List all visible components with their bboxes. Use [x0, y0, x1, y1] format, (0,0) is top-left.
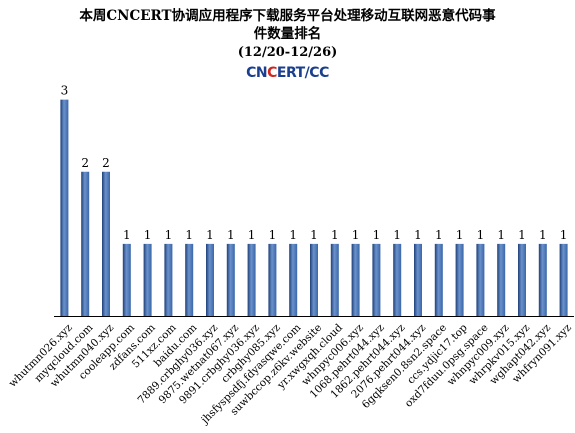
data-labels-group: 32 21 1 1 1 1 1 1 1 1 1 1 1 1 1 1 1 1 1 1 1 1 1: [61, 84, 568, 242]
data-label-20: 1: [477, 228, 485, 242]
bar-3: [122, 243, 131, 316]
bar-8: [226, 243, 235, 316]
data-label-23: 1: [539, 228, 547, 242]
bar-4: [143, 243, 152, 316]
data-label-10: 1: [269, 228, 277, 242]
chart-title-line-2: 件数量排名: [253, 26, 322, 42]
data-label-21: 1: [497, 228, 505, 242]
chart-date-range: (12/20-12/26): [237, 45, 338, 60]
bar-16: [393, 243, 402, 316]
bar-10: [268, 243, 277, 316]
bar-11: [289, 243, 298, 316]
data-label-17: 1: [414, 228, 422, 242]
bar-1: [81, 171, 90, 316]
data-label-2: 2: [102, 156, 110, 170]
bar-18: [434, 243, 443, 316]
bar-15: [372, 243, 381, 316]
data-label-22: 1: [518, 228, 526, 242]
data-label-18: 1: [435, 228, 443, 242]
data-label-9: 1: [248, 228, 256, 242]
data-label-8: 1: [227, 228, 235, 242]
data-label-7: 1: [206, 228, 214, 242]
bar-9: [247, 243, 256, 316]
bar-14: [351, 243, 360, 316]
data-label-19: 1: [456, 228, 464, 242]
data-label-11: 1: [289, 228, 297, 242]
bars-group: [60, 99, 568, 317]
data-label-15: 1: [373, 228, 381, 242]
bar-0: [60, 99, 69, 317]
bar-6: [185, 243, 194, 316]
bar-13: [330, 243, 339, 316]
bar-19: [455, 243, 464, 316]
data-label-14: 1: [352, 228, 360, 242]
bar-12: [310, 243, 318, 316]
bar-5: [164, 243, 173, 316]
bar-2: [102, 171, 110, 316]
data-label-6: 1: [185, 228, 193, 242]
data-label-24: 1: [560, 228, 568, 242]
data-label-0: 3: [61, 84, 69, 98]
bar-20: [476, 243, 485, 316]
data-label-3: 1: [123, 228, 131, 242]
bar-23: [538, 243, 547, 316]
bar-24: [559, 243, 568, 316]
bar-21: [497, 243, 506, 316]
chart-title-line-1: 本周CNCERT协调应用程序下载服务平台处理移动互联网恶意代码事: [79, 8, 496, 24]
data-label-16: 1: [393, 228, 401, 242]
data-label-12: 1: [310, 228, 318, 242]
data-label-5: 1: [165, 228, 173, 242]
data-label-1: 2: [81, 156, 89, 170]
data-label-13: 1: [331, 228, 339, 242]
logo-text-main: CN: [246, 65, 268, 81]
logo-text-rest: ERT/CC: [276, 65, 329, 81]
cncert-logo: CNCERT/CC: [0, 65, 575, 81]
bar-17: [414, 243, 422, 316]
data-label-4: 1: [144, 228, 152, 242]
logo-text-accent: C: [267, 65, 277, 81]
bar-7: [206, 243, 214, 316]
bar-22: [518, 243, 526, 316]
x-tick-labels-group: whutmn026.xyzmyqcloud.comwhutmn040.xyzco…: [7, 321, 575, 427]
